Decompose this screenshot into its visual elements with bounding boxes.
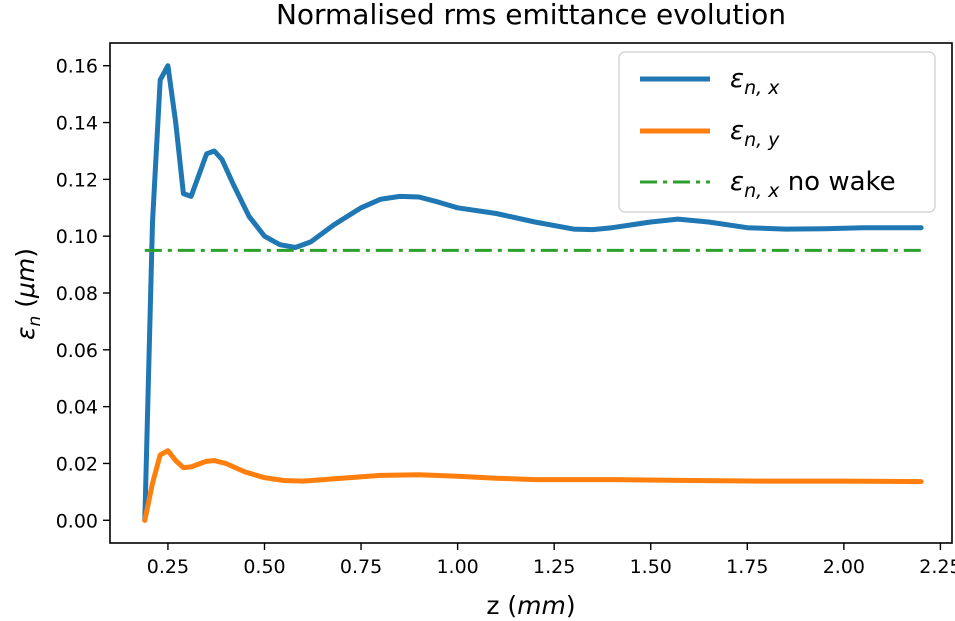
legend-label: εn, y [730, 116, 780, 151]
y-tick-label: 0.14 [56, 113, 98, 135]
x-tick-label: 0.25 [147, 556, 189, 578]
x-tick-label: 2.00 [823, 556, 865, 578]
legend-item: εn, x no wake [640, 167, 896, 202]
y-tick-label: 0.08 [56, 283, 98, 305]
y-axis-label: εn (μm) [11, 248, 45, 340]
legend-item: εn, y [640, 116, 780, 151]
x-tick-label: 2.25 [919, 556, 955, 578]
x-tick-label: 1.25 [533, 556, 575, 578]
y-tick-label: 0.06 [56, 340, 98, 362]
x-axis-label: z (mm) [486, 591, 575, 620]
series-line-0 [142, 63, 924, 523]
y-axis: 0.00 0.02 0.04 0.06 0.08 0.10 0.12 0.14 0.16 [56, 56, 110, 532]
x-tick-label: 1.50 [630, 556, 672, 578]
x-axis: 0.25 0.50 0.75 1.00 1.25 1.50 1.75 2.00 2.25 [147, 543, 955, 578]
x-tick-label: 0.75 [340, 556, 382, 578]
legend-label: εn, x [730, 64, 780, 99]
y-tick-label: 0.00 [56, 510, 98, 532]
x-tick-label: 0.50 [243, 556, 285, 578]
x-tick-label: 1.00 [436, 556, 478, 578]
y-tick-label: 0.10 [56, 226, 98, 248]
legend: εn, x εn, y εn, x no wake [618, 51, 936, 213]
legend-box [618, 51, 936, 213]
chart-title: Normalised rms emittance evolution [276, 0, 786, 31]
legend-item: εn, x [640, 64, 780, 99]
series-line-1 [142, 448, 924, 523]
y-tick-label: 0.04 [56, 397, 98, 419]
series-layer [142, 63, 924, 523]
x-tick-label: 1.75 [726, 556, 768, 578]
y-tick-label: 0.16 [56, 56, 98, 78]
y-tick-label: 0.02 [56, 453, 98, 475]
y-tick-label: 0.12 [56, 169, 98, 191]
legend-label: εn, x no wake [730, 167, 896, 202]
